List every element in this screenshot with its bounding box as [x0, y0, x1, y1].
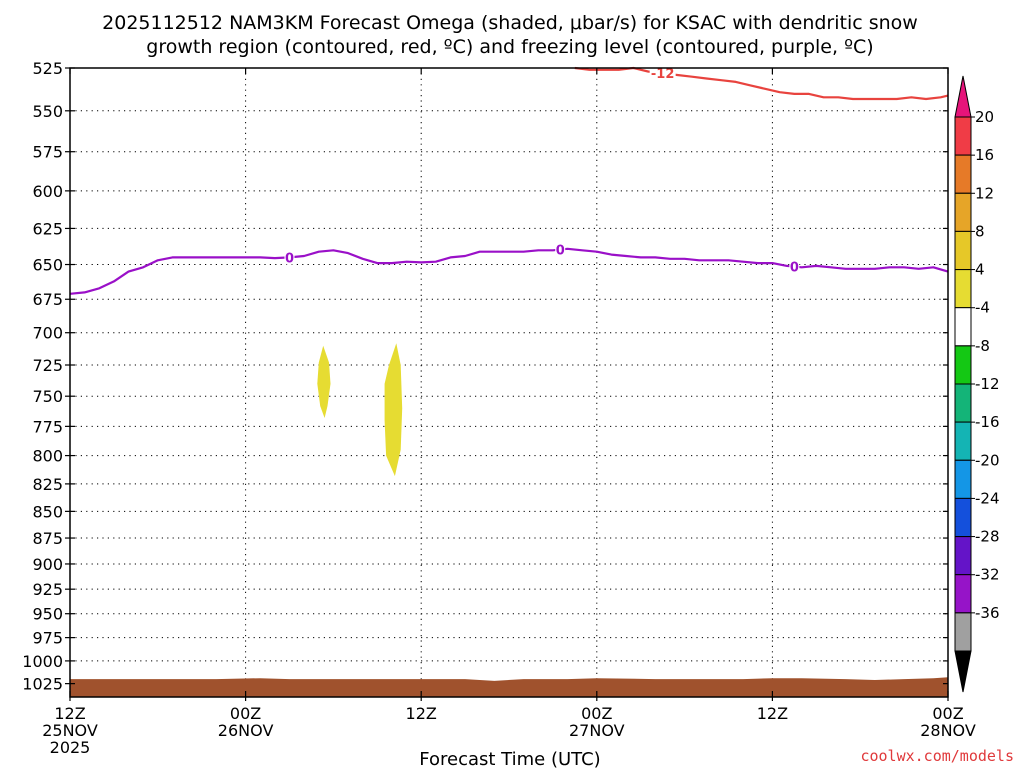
y-tick-label: 625 — [32, 219, 63, 238]
y-tick-label: 975 — [32, 629, 63, 648]
x-tick-label: 27NOV — [569, 721, 625, 740]
colorbar-label: -36 — [975, 604, 1000, 622]
surface-terrain — [70, 677, 948, 697]
colorbar-swatch — [954, 383, 972, 423]
x-tick-label: 00Z — [230, 704, 261, 723]
colorbar-label: 4 — [975, 261, 985, 279]
dendritic-label: -12 — [651, 67, 675, 82]
plot-frame — [69, 67, 949, 698]
colorbar: 20 16 12 8 4 -4 -8 -12 -16 -20 -24 -28 -32 -36 — [954, 75, 1000, 693]
colorbar-swatch — [954, 192, 972, 232]
colorbar-label: 16 — [975, 146, 994, 164]
grid — [70, 68, 948, 697]
colorbar-label: -20 — [975, 451, 1000, 469]
y-tick-label: 750 — [32, 387, 63, 406]
y-tick-label: 800 — [32, 447, 63, 466]
x-tick-label: 12Z — [54, 704, 85, 723]
y-tick-label: 675 — [32, 290, 63, 309]
colorbar-label: 12 — [975, 184, 994, 202]
x-tick-label: 12Z — [757, 704, 788, 723]
freezing-level-label-bg — [555, 242, 566, 257]
colorbar-label: -12 — [975, 375, 1000, 393]
colorbar-label: 20 — [975, 108, 994, 126]
x-tick-label: 26NOV — [218, 721, 274, 740]
y-tick-label: 825 — [32, 475, 63, 494]
colorbar-top-arrow — [954, 75, 972, 118]
colorbar-swatch — [954, 269, 972, 309]
colorbar-swatch — [954, 116, 972, 156]
freezing-level-label: 0 — [285, 251, 294, 266]
y-tick-label: 650 — [32, 256, 63, 275]
x-axis-title: Forecast Time (UTC) — [419, 749, 600, 768]
colorbar-bottom-arrow — [954, 650, 972, 693]
omega-shaded-region — [317, 345, 331, 418]
credit-link[interactable]: coolwx.com/models — [860, 747, 1014, 765]
x-tick-label: 12Z — [406, 704, 437, 723]
colorbar-swatch — [954, 307, 972, 347]
y-tick-label: 600 — [32, 182, 63, 201]
omega-shaded-region — [384, 343, 403, 477]
y-axis: 525 550 575 600 625 650 675 700 725 750 775 800 825 8… — [22, 59, 948, 694]
colorbar-swatch — [954, 612, 972, 652]
dendritic-growth-line — [574, 66, 949, 101]
colorbar-swatch — [954, 345, 972, 385]
colorbar-swatch — [954, 154, 972, 194]
colorbar-swatch — [954, 230, 972, 270]
y-tick-label: 775 — [32, 417, 63, 436]
colorbar-label: -32 — [975, 566, 1000, 584]
x-tick-label: 28NOV — [920, 721, 976, 740]
x-tick-label: 2025 — [50, 738, 91, 757]
colorbar-label: -16 — [975, 413, 1000, 431]
y-tick-label: 850 — [32, 502, 63, 521]
colorbar-label: -24 — [975, 489, 1000, 507]
y-tick-label: 1025 — [22, 675, 63, 694]
x-tick-label: 00Z — [932, 704, 963, 723]
y-tick-label: 900 — [32, 555, 63, 574]
colorbar-swatch — [954, 536, 972, 576]
colorbar-swatch — [954, 459, 972, 499]
freezing-level-label-bg — [789, 259, 800, 274]
contours: 0 0 0 -12 — [69, 66, 949, 295]
surface-terrain-fill — [70, 677, 948, 697]
chart-title-line2: growth region (contoured, red, ºC) and f… — [146, 36, 873, 58]
freezing-level-label-bg — [284, 250, 295, 265]
dendritic-label-bg — [649, 66, 676, 81]
y-tick-label: 950 — [32, 605, 63, 624]
y-tick-label: 550 — [32, 102, 63, 121]
y-tick-label: 1000 — [22, 652, 63, 671]
chart-title-line1: 2025112512 NAM3KM Forecast Omega (shaded… — [102, 12, 918, 34]
y-tick-label: 925 — [32, 580, 63, 599]
colorbar-swatch — [954, 421, 972, 461]
y-tick-label: 875 — [32, 529, 63, 548]
y-tick-label: 700 — [32, 324, 63, 343]
freezing-level-label: 0 — [556, 244, 565, 259]
x-tick-label: 00Z — [581, 704, 612, 723]
colorbar-swatch — [954, 574, 972, 614]
colorbar-swatch — [954, 497, 972, 537]
y-tick-label: 725 — [32, 356, 63, 375]
freezing-level-line — [69, 247, 949, 295]
freezing-level-label: 0 — [790, 261, 799, 276]
omega-shading — [317, 343, 403, 477]
colorbar-label: -28 — [975, 528, 1000, 546]
x-tick-label: 25NOV — [42, 721, 98, 740]
colorbar-label: -8 — [975, 337, 990, 355]
y-tick-label: 525 — [32, 59, 63, 78]
colorbar-label: -4 — [975, 299, 990, 317]
colorbar-label: 8 — [975, 222, 985, 240]
y-tick-label: 575 — [32, 143, 63, 162]
